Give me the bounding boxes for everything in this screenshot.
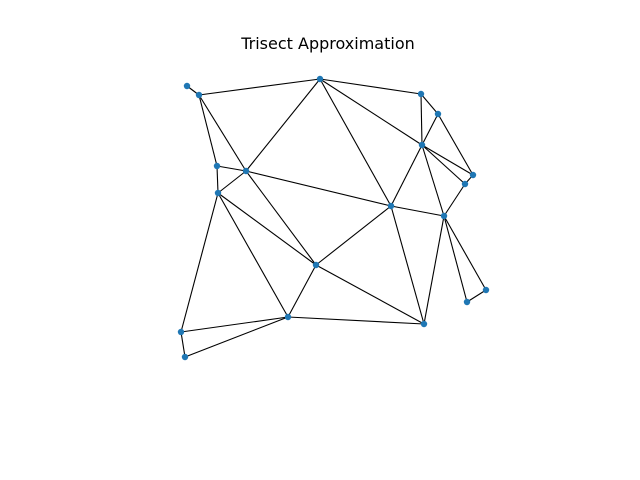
graph-node-0 [184,83,190,89]
graph-node-16 [285,314,291,320]
graph-node-11 [388,203,394,209]
graph-node-4 [435,111,441,117]
graph-node-17 [421,321,427,327]
graph-node-13 [313,262,319,268]
graph-node-8 [214,163,220,169]
graph-node-9 [243,168,249,174]
graph-node-18 [178,329,184,335]
graph-node-19 [182,354,188,360]
graph-node-3 [418,91,424,97]
graph-node-14 [483,287,489,293]
graph-node-1 [196,92,202,98]
graph-node-2 [317,76,323,82]
graph-node-7 [462,181,468,187]
graph-node-6 [470,172,476,178]
chart-title: Trisect Approximation [240,34,415,53]
graph-node-15 [464,299,470,305]
graph-node-5 [419,142,425,148]
graph-node-12 [441,213,447,219]
graph-node-10 [215,190,221,196]
